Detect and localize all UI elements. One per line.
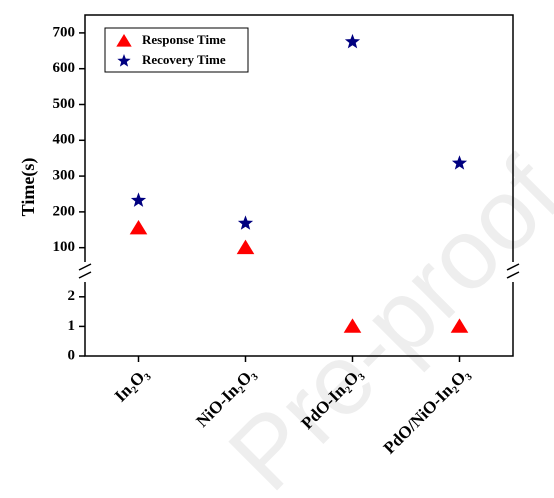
y-axis-label: Time(s) bbox=[18, 158, 39, 217]
y-tick-label: 200 bbox=[53, 203, 76, 219]
x-tick-label: In₂O₃ bbox=[111, 364, 152, 405]
marker bbox=[236, 239, 255, 255]
legend-label: Recovery Time bbox=[142, 52, 226, 67]
y-tick-label: 2 bbox=[68, 288, 76, 304]
lower-frame bbox=[84, 282, 514, 357]
upper-frame bbox=[84, 14, 514, 262]
marker bbox=[344, 33, 361, 49]
marker bbox=[343, 318, 362, 333]
marker bbox=[451, 155, 468, 170]
y-tick-label: 700 bbox=[53, 24, 76, 40]
marker bbox=[130, 192, 147, 207]
y-tick-label: 400 bbox=[53, 132, 76, 148]
legend-box bbox=[104, 27, 249, 73]
legend-marker bbox=[116, 34, 132, 47]
y-tick-label: 600 bbox=[53, 60, 76, 76]
marker bbox=[129, 219, 148, 235]
axis-break bbox=[78, 263, 520, 279]
marker bbox=[450, 318, 469, 333]
y-tick-label: 300 bbox=[53, 168, 76, 184]
y-tick-label: 0 bbox=[68, 347, 76, 363]
legend-label: Response Time bbox=[142, 32, 226, 47]
legend-marker bbox=[117, 54, 131, 67]
y-tick-label: 500 bbox=[53, 96, 76, 112]
marker bbox=[237, 215, 254, 230]
y-tick-label: 1 bbox=[68, 318, 76, 334]
y-tick-label: 100 bbox=[53, 239, 76, 255]
